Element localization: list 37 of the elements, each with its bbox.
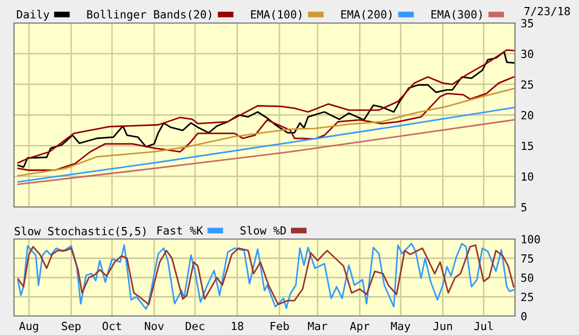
y-tick-label: 75 bbox=[521, 254, 534, 263]
x-tick-label: Jun bbox=[433, 322, 452, 330]
x-tick-label: 18 bbox=[232, 322, 244, 330]
line-series bbox=[17, 88, 514, 176]
legend-label: Fast %K bbox=[157, 226, 204, 235]
line-series bbox=[17, 119, 514, 186]
x-tick-label: Apr bbox=[350, 322, 370, 332]
y-tick-label: 50 bbox=[521, 274, 534, 282]
y-tick-label: 10 bbox=[522, 172, 534, 181]
y-tick-label: 30 bbox=[521, 50, 534, 58]
legend-label: EMA(100) bbox=[251, 10, 302, 20]
line-series bbox=[17, 76, 514, 171]
legend-label: Slow %D bbox=[240, 226, 286, 235]
text: 7/23/18 bbox=[524, 6, 570, 16]
legend-label: Bollinger Bands(20) bbox=[87, 10, 212, 21]
y-tick-label: 5 bbox=[521, 203, 526, 212]
y-tick-label: 0 bbox=[521, 312, 527, 320]
y-tick-label: 25 bbox=[521, 292, 534, 302]
x-tick-label: Sep bbox=[62, 322, 81, 332]
x-tick-label: May bbox=[391, 322, 410, 332]
legend-label: EMA(200) bbox=[341, 10, 392, 20]
x-tick-label: Jul bbox=[474, 322, 493, 330]
y-tick-label: 25 bbox=[521, 80, 534, 89]
chart-title: Slow Stochastic(5,5) bbox=[14, 226, 146, 237]
x-tick-label: Aug bbox=[19, 322, 38, 332]
line-series bbox=[17, 106, 514, 183]
y-tick-label: 20 bbox=[521, 111, 534, 120]
legend-label: Daily bbox=[16, 10, 50, 21]
legend-label: EMA(300) bbox=[432, 10, 482, 20]
y-tick-label: 35 bbox=[521, 19, 534, 28]
x-tick-label: Feb bbox=[270, 322, 289, 330]
x-tick-label: Mar bbox=[308, 322, 328, 330]
x-tick-label: Dec bbox=[186, 322, 204, 330]
y-tick-label: 15 bbox=[522, 142, 534, 150]
y-tick-label: 100 bbox=[522, 235, 540, 244]
x-tick-label: Nov bbox=[144, 322, 164, 330]
x-tick-label: Oct bbox=[102, 322, 121, 330]
